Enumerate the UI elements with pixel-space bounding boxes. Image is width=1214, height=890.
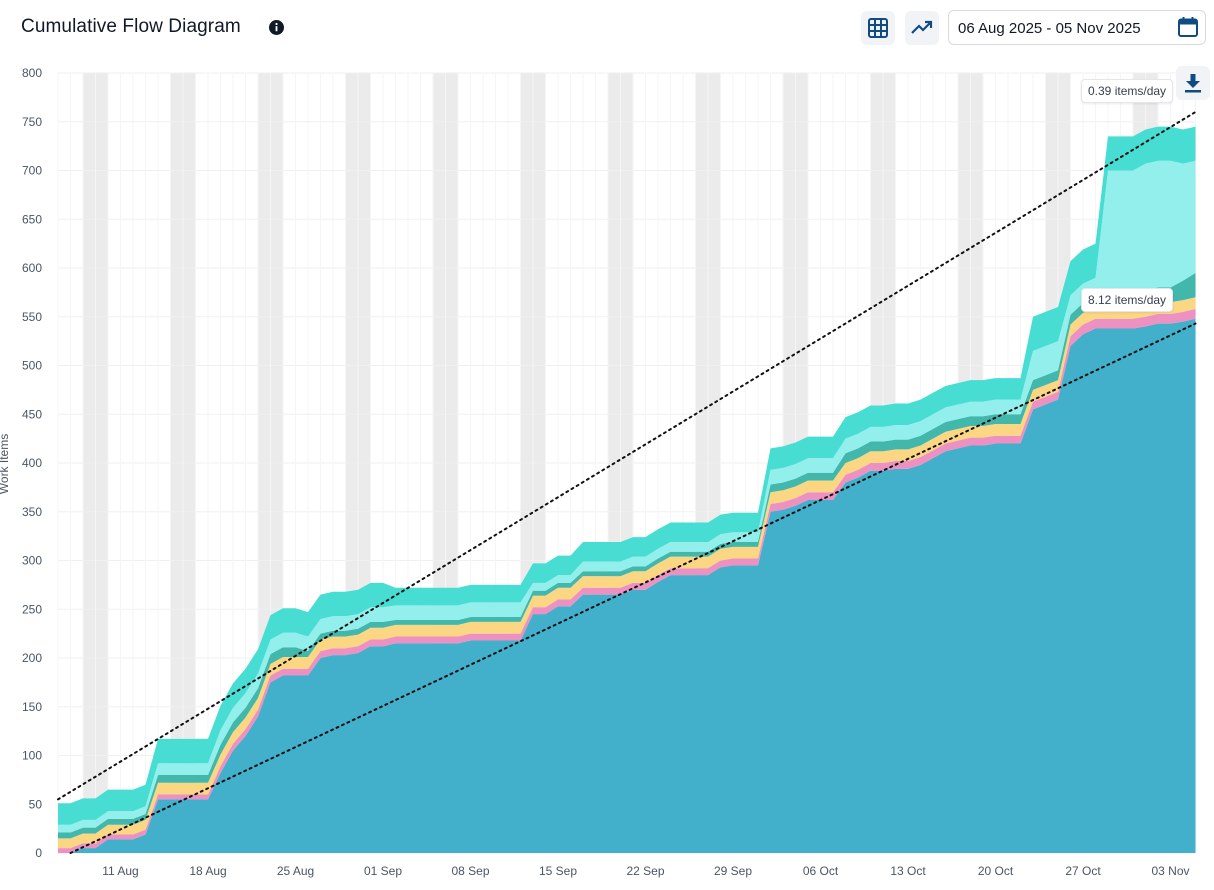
x-tick-label: 13 Oct [890, 864, 926, 878]
y-tick-label: 50 [29, 797, 43, 811]
x-tick-label: 18 Aug [189, 864, 226, 878]
x-axis-ticks: 11 Aug 18 Aug 25 Aug 01 Sep 08 Sep 15 Sep 22 S… [102, 864, 1189, 878]
x-tick-label: 08 Sep [451, 864, 489, 878]
y-tick-label: 700 [22, 164, 42, 178]
y-tick-label: 350 [22, 505, 42, 519]
area-series-done[interactable] [58, 318, 1196, 853]
date-range-picker[interactable]: 06 Aug 2025 - 05 Nov 2025 [948, 10, 1206, 45]
x-tick-label: 01 Sep [364, 864, 402, 878]
y-tick-label: 500 [22, 359, 42, 373]
info-icon[interactable] [268, 19, 285, 36]
y-tick-label: 0 [35, 846, 42, 860]
y-tick-label: 550 [22, 310, 42, 324]
area-series-stage-4[interactable] [58, 272, 1196, 839]
header: Cumulative Flow Diagram 06 Aug 2025 - 05… [0, 0, 1214, 56]
y-tick-label: 750 [22, 115, 42, 129]
x-tick-label: 20 Oct [978, 864, 1014, 878]
y-tick-label: 600 [22, 261, 42, 275]
y-tick-label: 400 [22, 456, 42, 470]
trendlines [57, 111, 1197, 854]
area-series-stage-2[interactable] [58, 308, 1196, 853]
y-tick-label: 100 [22, 749, 42, 763]
x-tick-label: 11 Aug [102, 864, 138, 878]
calendar-icon[interactable] [1177, 16, 1199, 38]
area-series-stage-3[interactable] [58, 297, 1196, 849]
x-tick-label: 27 Oct [1065, 864, 1101, 878]
y-tick-label: 300 [22, 554, 42, 568]
y-tick-label: 800 [22, 66, 42, 80]
trend-view-button[interactable] [905, 11, 939, 45]
y-axis-ticks: 0 50 100 150 200 250 300 350 400 450 500 550 600 650 7… [22, 66, 42, 860]
date-range-value: 06 Aug 2025 - 05 Nov 2025 [958, 20, 1141, 37]
x-tick-label: 29 Sep [714, 864, 752, 878]
y-tick-label: 150 [22, 700, 42, 714]
cumulative-flow-chart: 0 50 100 150 200 250 300 350 400 450 500 550 600 650 7… [0, 66, 1197, 878]
x-tick-label: 06 Oct [803, 864, 839, 878]
area-series [58, 126, 1196, 853]
page-title: Cumulative Flow Diagram [21, 16, 241, 37]
x-tick-label: 22 Sep [626, 864, 664, 878]
y-tick-label: 450 [22, 407, 42, 421]
y-tick-label: 200 [22, 651, 42, 665]
table-grid-icon [868, 18, 888, 38]
y-tick-label: 250 [22, 602, 42, 616]
area-series-stage-5[interactable] [58, 160, 1196, 833]
bottom-trend-rate-label: 8.12 items/day [1081, 288, 1174, 312]
x-tick-label: 15 Sep [539, 864, 577, 878]
y-tick-label: 650 [22, 212, 42, 226]
download-button[interactable] [1176, 66, 1210, 100]
top-trend-rate-label: 0.39 items/day [1081, 79, 1174, 103]
download-icon [1185, 74, 1201, 93]
table-view-button[interactable] [861, 11, 895, 45]
area-series-stage-6[interactable] [58, 126, 1196, 825]
x-tick-label: 03 Nov [1151, 864, 1189, 878]
trendline-0 [57, 111, 1197, 801]
y-axis-title: Work Items [0, 434, 11, 494]
x-tick-label: 25 Aug [277, 864, 314, 878]
trending-up-icon [911, 20, 933, 34]
